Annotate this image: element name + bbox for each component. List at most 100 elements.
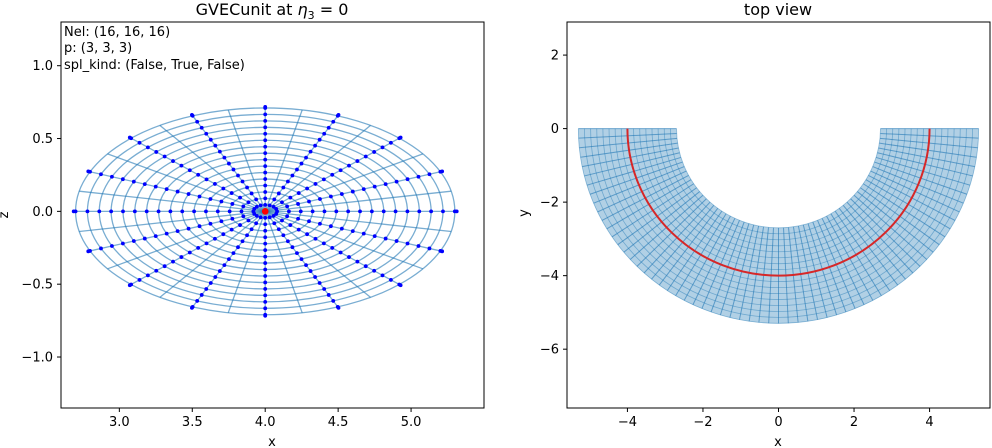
grid-point bbox=[120, 177, 125, 182]
grid-point bbox=[305, 232, 310, 237]
grid-point bbox=[258, 203, 263, 208]
grid-point bbox=[263, 177, 268, 181]
grid-point bbox=[236, 245, 240, 250]
grid-point bbox=[154, 150, 159, 154]
grid-point bbox=[197, 194, 202, 199]
grid-point bbox=[272, 221, 277, 226]
grid-point bbox=[263, 306, 268, 311]
grid-point bbox=[329, 224, 333, 229]
grid-point bbox=[99, 246, 103, 251]
grid-point bbox=[230, 216, 235, 221]
left-ylabel: z bbox=[0, 211, 12, 218]
grid-point bbox=[355, 259, 360, 264]
grid-point bbox=[238, 195, 242, 200]
grid-point bbox=[175, 229, 180, 234]
y-tick-label: 2 bbox=[551, 49, 559, 64]
grid-point bbox=[238, 223, 242, 227]
grid-point bbox=[137, 278, 142, 282]
x-tick-label: 3.0 bbox=[109, 415, 130, 430]
grid-point bbox=[313, 182, 318, 186]
grid-point bbox=[338, 250, 343, 255]
grid-point bbox=[347, 255, 351, 259]
y-tick-label: 0.5 bbox=[32, 132, 53, 147]
grid-point bbox=[246, 218, 251, 223]
grid-point bbox=[132, 209, 137, 214]
grid-point bbox=[164, 187, 169, 191]
grid-point bbox=[171, 159, 175, 163]
grid-point bbox=[267, 215, 272, 220]
grid-point bbox=[313, 275, 317, 279]
grid-point bbox=[454, 209, 459, 214]
grid-point bbox=[263, 131, 268, 136]
grid-point bbox=[121, 209, 125, 214]
grid-point bbox=[346, 209, 351, 214]
grid-point bbox=[440, 169, 445, 174]
grid-point bbox=[195, 299, 200, 303]
grid-point bbox=[394, 179, 399, 184]
grid-point bbox=[429, 209, 434, 214]
grid-point bbox=[307, 199, 311, 204]
grid-point bbox=[179, 255, 184, 259]
grid-point bbox=[383, 236, 388, 241]
grid-point bbox=[227, 161, 231, 166]
grid-point bbox=[236, 173, 240, 178]
y-tick-label: 0.0 bbox=[32, 205, 53, 220]
grid-point bbox=[186, 192, 191, 196]
grid-point bbox=[109, 209, 114, 214]
grid-point bbox=[308, 269, 313, 273]
band-arc bbox=[584, 128, 973, 318]
grid-point bbox=[208, 281, 213, 285]
grid-point bbox=[154, 268, 159, 273]
x-tick-label: 3.5 bbox=[182, 415, 203, 430]
grid-point bbox=[187, 250, 192, 255]
grid-point bbox=[120, 241, 125, 246]
left-title: GVECunit at η3 = 0 bbox=[196, 0, 349, 22]
right-xlabel: x bbox=[774, 435, 782, 448]
grid-point bbox=[263, 274, 268, 278]
mesh-spoke bbox=[264, 109, 303, 212]
mesh-spoke bbox=[264, 210, 424, 270]
grid-point bbox=[241, 214, 246, 219]
band-arc bbox=[577, 128, 980, 324]
grid-point bbox=[162, 264, 167, 269]
mesh-spoke bbox=[159, 124, 266, 212]
grid-point bbox=[363, 154, 368, 159]
grid-point bbox=[222, 263, 227, 268]
x-tick-label: 4.0 bbox=[255, 415, 276, 430]
grid-point bbox=[213, 143, 218, 148]
grid-point bbox=[142, 236, 147, 241]
grid-point bbox=[99, 172, 103, 177]
right-ticks: −4 −2 0 2 4 −6 −4 −2 0 2 bbox=[540, 49, 934, 430]
grid-point bbox=[263, 138, 268, 143]
grid-point bbox=[213, 236, 217, 241]
grid-point bbox=[405, 209, 410, 214]
grid-point bbox=[298, 209, 303, 214]
grid-point bbox=[304, 155, 308, 160]
grid-point bbox=[263, 125, 268, 130]
grid-point bbox=[347, 163, 351, 168]
grid-point bbox=[263, 164, 268, 169]
grid-point bbox=[322, 131, 327, 136]
grid-point bbox=[263, 287, 268, 291]
grid-point bbox=[299, 161, 304, 166]
mesh-spoke bbox=[264, 211, 303, 314]
mesh-spoke bbox=[264, 153, 424, 212]
grid-point bbox=[227, 257, 231, 262]
grid-point bbox=[398, 135, 403, 140]
right-ylabel: y bbox=[517, 209, 532, 217]
grid-point bbox=[153, 234, 158, 238]
right-plot-area bbox=[577, 128, 980, 324]
grid-point bbox=[258, 215, 263, 220]
grid-point bbox=[281, 233, 286, 238]
left-axes: 3.0 3.5 4.0 4.5 5.0 −1.0 −0.5 0.0 0.5 1.0 GVECuni… bbox=[0, 0, 485, 448]
grid-point bbox=[263, 105, 268, 109]
band-arc bbox=[614, 128, 943, 288]
grid-point bbox=[329, 194, 333, 199]
grid-point bbox=[274, 206, 279, 211]
grid-point bbox=[263, 118, 268, 123]
right-axes: −4 −2 0 2 4 −6 −4 −2 0 2 top view x y bbox=[517, 0, 991, 448]
grid-point bbox=[145, 145, 150, 150]
grid-point bbox=[239, 209, 244, 214]
y-tick-label: 0 bbox=[551, 122, 559, 137]
mesh-spoke bbox=[79, 190, 266, 213]
